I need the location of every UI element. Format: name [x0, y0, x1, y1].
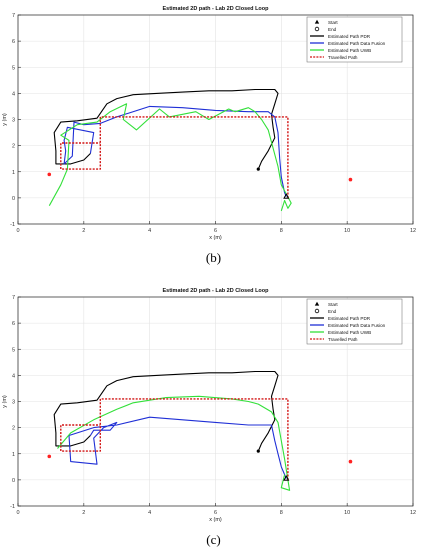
axes-box [17, 296, 414, 507]
start-marker [283, 475, 290, 481]
y-tick-label: 7 [12, 13, 15, 19]
y-axis-label: y (m) [2, 395, 8, 408]
x-axis-label: x (m) [209, 235, 222, 241]
panel-caption-c: (c) [206, 532, 221, 547]
legend-label-estimated-path-uwb: Estimated Path UWB [328, 48, 371, 53]
y-tick-label: 3 [12, 118, 15, 124]
y-tick-label: 3 [12, 400, 15, 406]
uwb-anchor-marker [47, 172, 52, 177]
x-tick-label: 8 [280, 510, 283, 516]
axes-box [17, 14, 414, 225]
legend-label-end: End [328, 309, 337, 314]
legend-end-symbol [314, 26, 320, 32]
series-estimated-path-pdr [53, 88, 279, 170]
legend-label-travelled-path: Travelled Path [328, 337, 358, 342]
legend: Start End Estimated Path PDR Estimated Path… [306, 16, 403, 63]
series-estimated-path-pdr [53, 370, 279, 452]
y-tick-label: 1 [12, 170, 15, 176]
series-estimated-path-data-fusion [68, 416, 287, 479]
legend-start-symbol [314, 19, 320, 24]
chart-title: Estimated 2D path - Lab 2D Closed Loop [162, 6, 269, 12]
y-tick-label: 4 [12, 91, 15, 97]
y-tick-label: 6 [12, 39, 15, 45]
y-tick-label: 5 [12, 65, 15, 71]
y-tick-label: 5 [12, 347, 15, 353]
y-axis-label: y (m) [2, 113, 8, 126]
x-axis-label: x (m) [209, 517, 222, 523]
y-tick-label: 2 [12, 144, 15, 150]
y-tick-label: 4 [12, 373, 15, 379]
panel-caption-b: (b) [205, 250, 222, 265]
legend-label-estimated-path-uwb: Estimated Path UWB [328, 330, 371, 335]
y-tick-label: 0 [12, 478, 15, 484]
x-tick-label: 6 [214, 510, 217, 516]
x-tick-label: 10 [344, 510, 350, 516]
legend-label-travelled-path: Travelled Path [328, 55, 358, 60]
legend-box [306, 16, 403, 63]
x-tick-label: 2 [82, 228, 85, 234]
series-travelled-path [60, 398, 289, 480]
uwb-anchor-marker [47, 454, 52, 459]
uwb-anchor-marker [348, 459, 353, 464]
series-estimated-path-uwb [48, 103, 292, 212]
x-tick-label: 4 [148, 510, 151, 516]
y-tick-label: 7 [12, 295, 15, 301]
x-tick-label: 0 [16, 228, 19, 234]
legend-start-symbol [314, 301, 320, 306]
legend-label-start: Start [328, 20, 338, 25]
y-tick-label: -1 [10, 222, 15, 228]
x-tick-label: 12 [410, 510, 416, 516]
legend-end-symbol [314, 308, 320, 314]
uwb-anchor-marker [348, 177, 353, 182]
y-tick-label: 2 [12, 426, 15, 432]
y-tick-label: 6 [12, 321, 15, 327]
legend-label-start: Start [328, 302, 338, 307]
legend: Start End Estimated Path PDR Estimated Path… [306, 298, 403, 345]
x-tick-label: 2 [82, 510, 85, 516]
x-tick-label: 10 [344, 228, 350, 234]
end-marker [256, 449, 260, 453]
start-marker [283, 193, 290, 199]
x-tick-label: 0 [16, 510, 19, 516]
end-marker [256, 167, 260, 171]
legend-label-estimated-path-pdr: Estimated Path PDR [328, 34, 371, 39]
x-tick-label: 8 [280, 228, 283, 234]
chart-title: Estimated 2D path - Lab 2D Closed Loop [162, 288, 269, 294]
y-tick-label: -1 [10, 504, 15, 510]
legend-label-estimated-path-data-fusion: Estimated Path Data Fusion [328, 41, 386, 46]
x-tick-label: 4 [148, 228, 151, 234]
series-estimated-path-data-fusion [63, 105, 287, 197]
legend-label-estimated-path-data-fusion: Estimated Path Data Fusion [328, 323, 386, 328]
y-tick-label: 1 [12, 452, 15, 458]
x-tick-label: 6 [214, 228, 217, 234]
series-estimated-path-uwb [57, 395, 291, 491]
series-travelled-path [60, 116, 289, 198]
y-tick-label: 0 [12, 196, 15, 202]
legend-box [306, 298, 403, 345]
x-tick-label: 12 [410, 228, 416, 234]
legend-label-estimated-path-pdr: Estimated Path PDR [328, 316, 371, 321]
legend-label-end: End [328, 27, 337, 32]
